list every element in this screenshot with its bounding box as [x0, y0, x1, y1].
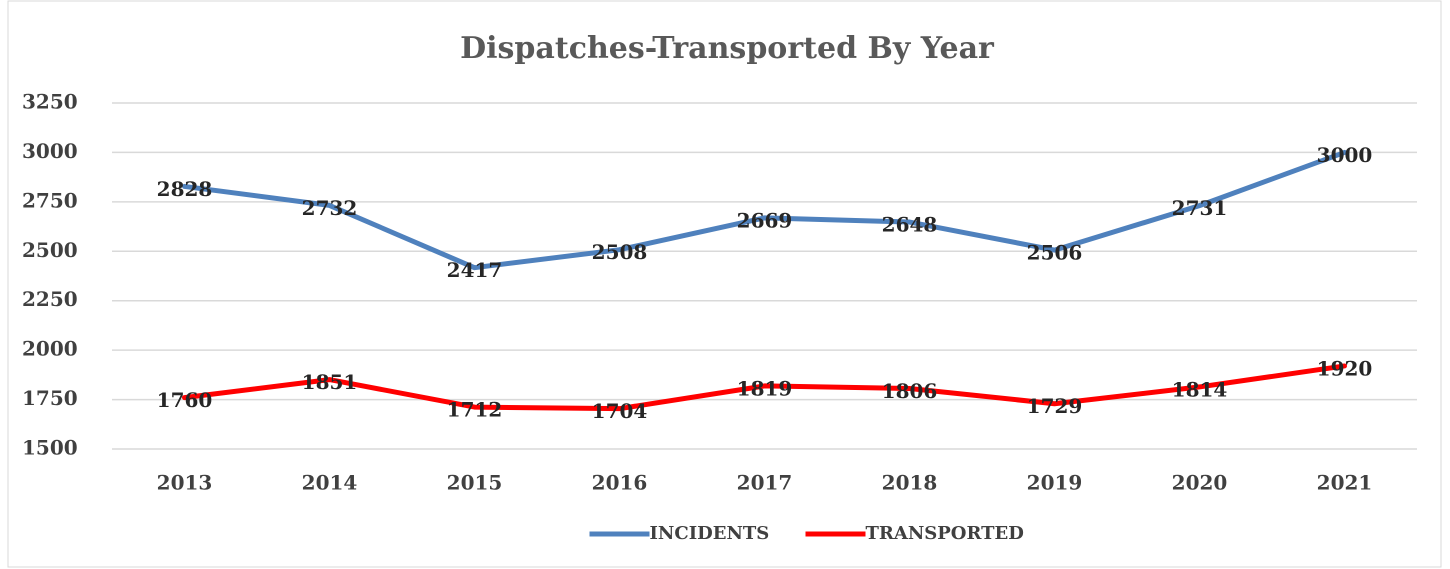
data-label: 2648 [882, 213, 938, 237]
data-label: 1712 [447, 398, 503, 422]
x-tick-label: 2020 [1172, 471, 1228, 495]
y-tick-label: 2500 [22, 238, 78, 262]
legend-label: TRANSPORTED [866, 523, 1024, 544]
data-label: 1806 [882, 379, 938, 403]
series-line [182, 363, 1347, 412]
x-tick-label: 2017 [737, 471, 793, 495]
y-tick-label: 2250 [22, 287, 78, 311]
x-tick-label: 2013 [157, 471, 213, 495]
data-label: 1704 [592, 399, 648, 423]
y-tick-label: 1750 [22, 386, 78, 410]
data-label: 1814 [1172, 377, 1228, 401]
x-tick-label: 2015 [447, 471, 503, 495]
series-line [182, 149, 1347, 271]
chart-title: Dispatches-Transported By Year [460, 31, 995, 66]
y-tick-label: 2750 [22, 188, 78, 212]
y-tick-label: 3250 [22, 90, 78, 114]
x-tick-label: 2016 [592, 471, 648, 495]
data-label: 2731 [1172, 196, 1228, 220]
y-tick-label: 2000 [22, 337, 78, 361]
data-label: 2828 [157, 177, 213, 201]
data-label: 1851 [302, 370, 358, 394]
data-label: 1819 [737, 376, 793, 400]
y-tick-label: 1500 [22, 436, 78, 460]
data-label: 2417 [447, 258, 503, 282]
x-tick-label: 2014 [302, 471, 358, 495]
x-tick-label: 2021 [1317, 471, 1373, 495]
legend-label: INCIDENTS [650, 523, 770, 544]
data-label: 2508 [592, 240, 648, 264]
data-label: 1729 [1027, 394, 1083, 418]
data-label: 3000 [1317, 143, 1373, 167]
data-label: 2732 [302, 196, 358, 220]
y-tick-label: 3000 [22, 139, 78, 163]
data-label: 2669 [737, 208, 793, 232]
x-tick-label: 2018 [882, 471, 938, 495]
data-label: 1920 [1317, 356, 1373, 380]
chart-frame [7, 0, 1442, 568]
data-label: 2506 [1027, 241, 1083, 265]
x-tick-label: 2019 [1027, 471, 1083, 495]
data-label: 1760 [157, 388, 213, 412]
